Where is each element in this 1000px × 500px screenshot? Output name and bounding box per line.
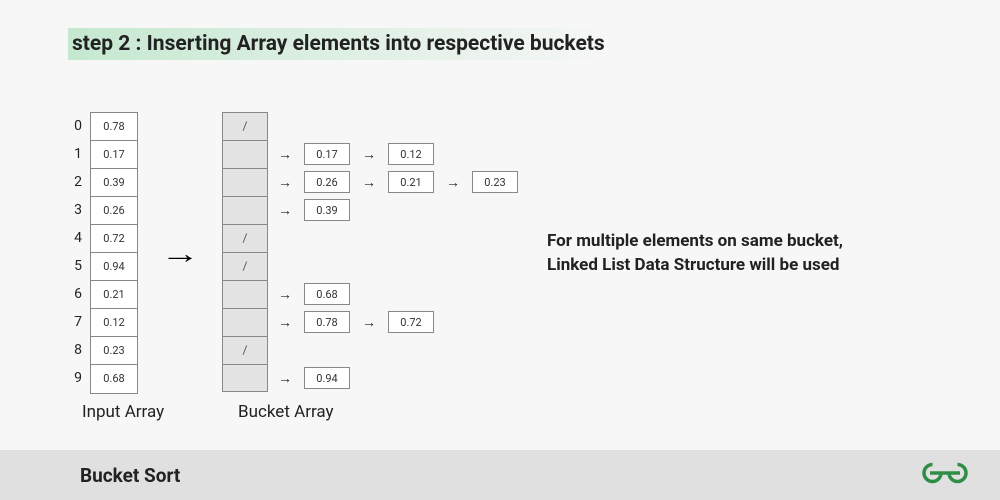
footer-title: Bucket Sort <box>80 464 180 487</box>
bucket-row: → 0.17 → 0.12 <box>222 140 520 168</box>
bucket-head-cell <box>222 140 268 168</box>
input-cell: 0.12 <box>91 309 137 337</box>
arrow-icon: → <box>446 174 460 191</box>
arrow-icon: → <box>362 146 376 163</box>
bucket-row: → 0.26 → 0.21 → 0.23 <box>222 168 520 196</box>
chain-node: 0.72 <box>388 311 434 333</box>
bucket-head-cell: / <box>222 336 268 364</box>
bucket-row: → 0.78 → 0.72 <box>222 308 520 336</box>
bucket-array-label: Bucket Array <box>238 402 334 422</box>
arrow-icon: → <box>362 314 376 331</box>
arrow-icon: → <box>278 314 292 331</box>
explanation-note: For multiple elements on same bucket, Li… <box>547 230 843 278</box>
arrow-icon: → <box>278 174 292 191</box>
input-cell: 0.21 <box>91 281 137 309</box>
index-label: 9 <box>68 364 82 392</box>
index-label: 2 <box>68 168 82 196</box>
bucket-head-cell: / <box>222 224 268 252</box>
bucket-row: → 0.94 <box>222 364 520 392</box>
arrow-icon: → <box>278 286 292 303</box>
note-line: For multiple elements on same bucket, <box>547 230 843 254</box>
index-label: 5 <box>68 252 82 280</box>
note-line: Linked List Data Structure will be used <box>547 254 843 278</box>
chain-node: 0.21 <box>388 171 434 193</box>
chain-node: 0.12 <box>388 143 434 165</box>
index-label: 4 <box>68 224 82 252</box>
input-cell: 0.72 <box>91 225 137 253</box>
input-cell: 0.17 <box>91 141 137 169</box>
input-cell: 0.23 <box>91 337 137 365</box>
bucket-row: / <box>222 112 520 140</box>
input-array-label: Input Array <box>82 402 164 422</box>
footer-bar: Bucket Sort <box>0 450 1000 500</box>
bucket-row: / <box>222 224 520 252</box>
diagram: 0123456789 0.780.170.390.260.720.940.210… <box>68 112 520 394</box>
bucket-head-cell <box>222 364 268 392</box>
index-label: 7 <box>68 308 82 336</box>
input-array: 0.780.170.390.260.720.940.210.120.230.68 <box>90 112 138 394</box>
input-cell: 0.94 <box>91 253 137 281</box>
index-label: 1 <box>68 140 82 168</box>
bucket-array: /→0.17→0.12→0.26→0.21→0.23→0.39//→0.68→0… <box>222 112 520 392</box>
index-label: 3 <box>68 196 82 224</box>
step-title: step 2 : Inserting Array elements into r… <box>68 28 617 60</box>
input-cell: 0.26 <box>91 197 137 225</box>
chain-node: 0.26 <box>304 171 350 193</box>
arrow-icon: → <box>278 202 292 219</box>
input-cell: 0.39 <box>91 169 137 197</box>
chain-node: 0.68 <box>304 283 350 305</box>
arrow-icon: → <box>278 146 292 163</box>
bucket-head-cell <box>222 308 268 336</box>
chain-node: 0.39 <box>304 199 350 221</box>
bucket-row: / <box>222 336 520 364</box>
index-label: 8 <box>68 336 82 364</box>
index-column: 0123456789 <box>68 112 82 392</box>
gfg-logo-icon <box>920 460 970 490</box>
bucket-head-cell <box>222 168 268 196</box>
bucket-row: → 0.68 <box>222 280 520 308</box>
arrow-icon: → <box>278 370 292 387</box>
bucket-head-cell <box>222 280 268 308</box>
bucket-row: / <box>222 252 520 280</box>
chain-node: 0.94 <box>304 367 350 389</box>
big-arrow-icon: → <box>160 237 199 270</box>
index-label: 0 <box>68 112 82 140</box>
arrow-icon: → <box>362 174 376 191</box>
bucket-head-cell <box>222 196 268 224</box>
input-cell: 0.78 <box>91 113 137 141</box>
chain-node: 0.78 <box>304 311 350 333</box>
bucket-row: → 0.39 <box>222 196 520 224</box>
bucket-head-cell: / <box>222 252 268 280</box>
input-cell: 0.68 <box>91 365 137 393</box>
chain-node: 0.23 <box>472 171 518 193</box>
chain-node: 0.17 <box>304 143 350 165</box>
bucket-head-cell: / <box>222 112 268 140</box>
index-label: 6 <box>68 280 82 308</box>
